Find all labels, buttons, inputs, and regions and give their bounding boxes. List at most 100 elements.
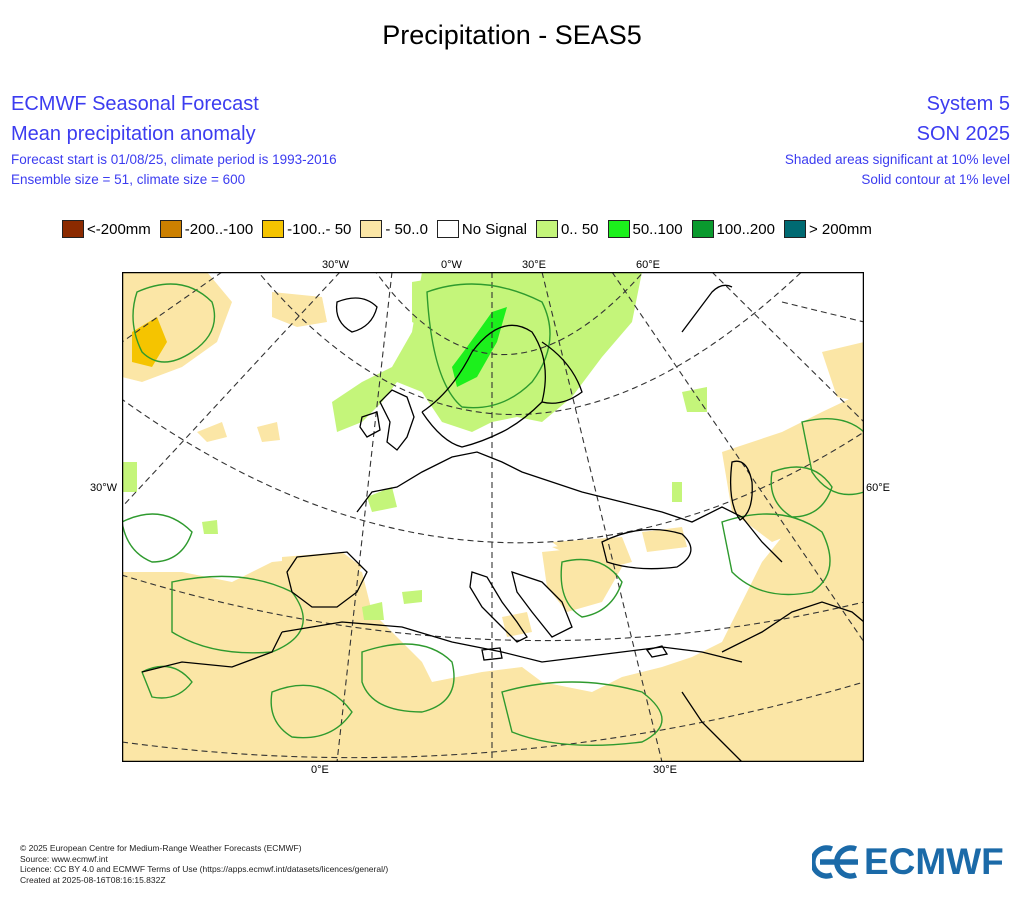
legend-swatch xyxy=(535,220,558,238)
tick-right-60e-label: 60°E xyxy=(866,482,890,494)
parallel-45n xyxy=(122,574,864,642)
coast-britain xyxy=(379,389,415,451)
coast-caspian xyxy=(729,460,753,521)
contour-africa-east xyxy=(501,681,663,747)
anomaly-area-atlantic-mid xyxy=(202,520,218,534)
parallel-80n xyxy=(375,272,644,356)
ecmwf-logo: ECMWF xyxy=(812,840,1004,884)
meridian-30w xyxy=(122,272,341,508)
ensemble-size-info: Ensemble size = 51, climate size = 600 xyxy=(11,172,246,187)
ecmwf-logo-icon xyxy=(812,845,858,879)
significance-contours xyxy=(122,283,864,747)
legend-item: <-200mm xyxy=(62,220,151,238)
anomaly-area-atlantic-west xyxy=(122,462,137,492)
contour-sahara xyxy=(270,684,353,739)
anomaly-area-atlantic-small-2 xyxy=(257,422,280,442)
contour-east xyxy=(801,417,864,496)
contour-africa-central xyxy=(361,643,455,713)
meridian-45w xyxy=(122,272,223,343)
legend-swatch xyxy=(262,220,285,238)
coast-red-sea xyxy=(681,691,743,762)
contour-greece xyxy=(560,558,623,618)
meridian-45e xyxy=(711,272,864,423)
coast-scandinavia xyxy=(421,324,546,448)
legend-swatch xyxy=(62,220,84,238)
contour-north-atlantic xyxy=(122,513,193,563)
parallel-70n xyxy=(257,272,803,416)
meridian-30e xyxy=(611,272,864,643)
ecmwf-logo-text: ECMWF xyxy=(864,841,1004,882)
anomaly-area-strong-negative xyxy=(132,317,167,367)
source-text: Source: www.ecmwf.int xyxy=(20,853,108,864)
anomaly-area-black-sea-south xyxy=(642,527,687,552)
meridian-15e xyxy=(541,272,663,762)
licence-text: Licence: CC BY 4.0 and ECMWF Terms of Us… xyxy=(20,864,389,874)
anomaly-area-norway-coast xyxy=(412,277,452,332)
coast-sicily xyxy=(481,647,503,661)
coastlines xyxy=(141,284,864,762)
color-legend: <-200mm -200..-100 -100..- 50 - 50..0 No Sig… xyxy=(62,218,881,240)
coast-iberia xyxy=(286,551,368,608)
coast-italy xyxy=(469,571,528,643)
anomaly-area-biscay xyxy=(367,487,397,512)
legend-label: 100..200 xyxy=(716,220,775,238)
coast-mediterranean-south xyxy=(281,621,743,663)
anomaly-area-arctic-east xyxy=(822,342,864,402)
footer: © 2025 European Centre for Medium-Range … xyxy=(20,843,388,885)
legend-item: 0.. 50 xyxy=(535,220,599,238)
legend-label: > 200mm xyxy=(808,220,872,238)
negative-anomaly-areas xyxy=(122,272,864,762)
contour-scandinavia xyxy=(426,283,551,409)
coast-balkans xyxy=(511,571,573,638)
tick-left-30w-label: 30°W xyxy=(90,482,118,494)
coast-black-sea xyxy=(601,528,692,570)
legend-item: - 50..0 xyxy=(360,220,428,238)
legend-label: No Signal xyxy=(461,220,527,238)
legend-swatch xyxy=(159,220,182,238)
copyright-text: © 2025 European Centre for Medium-Range … xyxy=(20,843,302,853)
map-frame xyxy=(122,272,864,762)
anomaly-area-east-1 xyxy=(682,387,707,412)
contour-nw xyxy=(132,283,216,363)
graticule xyxy=(122,272,864,762)
legend-item: No Signal xyxy=(436,220,527,238)
contour-africa-west xyxy=(171,575,304,654)
product-subtitle: Mean precipitation anomaly xyxy=(11,123,256,145)
precipitation-map: 30°W xyxy=(122,272,864,762)
legend-swatch xyxy=(691,220,714,238)
coast-western-europe xyxy=(356,451,783,563)
parallel-60n xyxy=(122,398,864,544)
tick-top-0w-label: 0°W xyxy=(441,259,462,271)
created-at-text: Created at 2025-08-16T08:16:15.832Z xyxy=(20,874,166,885)
anomaly-area-east-2 xyxy=(672,482,682,502)
legend-swatch xyxy=(783,220,806,238)
anomaly-area-baltic xyxy=(507,347,547,412)
legend-label: <-200mm xyxy=(87,220,151,238)
anomaly-area-italy-south xyxy=(502,612,532,637)
legend-label: 0.. 50 xyxy=(560,220,599,238)
coast-iceland xyxy=(335,297,378,333)
coast-ireland xyxy=(359,411,381,438)
coast-cyprus xyxy=(645,645,669,658)
significance-note: Shaded areas significant at 10% level xyxy=(784,152,1010,167)
map-canvas: 30°W xyxy=(122,272,864,762)
legend-item: 50..100 xyxy=(607,220,683,238)
tick-bottom-30e-label: 30°E xyxy=(653,764,677,776)
anomaly-area-mediterranean xyxy=(362,602,384,620)
coast-novaya-zemlya xyxy=(681,284,733,333)
tick-top-60e-label: 60°E xyxy=(636,259,660,271)
product-title: ECMWF Seasonal Forecast xyxy=(11,93,259,115)
anomaly-area-alps xyxy=(402,590,422,604)
coast-africa-west xyxy=(141,631,283,673)
tick-top-30e-label: 30°E xyxy=(522,259,546,271)
tick-bottom-0e-label: 0°E xyxy=(311,764,329,776)
legend-label: -200..-100 xyxy=(184,220,254,238)
anomaly-area-strong-positive xyxy=(452,307,507,387)
anomaly-area-north-africa-west xyxy=(122,392,864,762)
meridian-60e xyxy=(781,301,864,323)
contour-note: Solid contour at 1% level xyxy=(861,172,1010,187)
anomaly-area-atlantic-small-1 xyxy=(197,422,227,442)
anomaly-area-iberia xyxy=(282,552,362,592)
legend-item: -100..- 50 xyxy=(262,220,351,238)
page-title: Precipitation - SEAS5 xyxy=(382,20,642,50)
